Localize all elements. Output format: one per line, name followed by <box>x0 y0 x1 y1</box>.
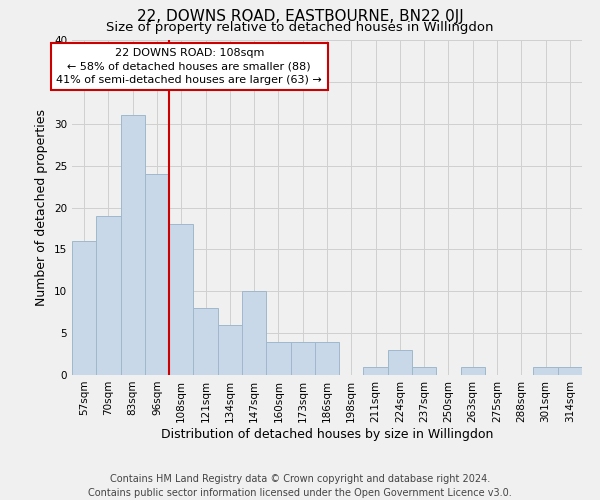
Bar <box>242 291 266 375</box>
Bar <box>96 216 121 375</box>
Bar <box>388 350 412 375</box>
Bar <box>266 342 290 375</box>
Text: Size of property relative to detached houses in Willingdon: Size of property relative to detached ho… <box>106 21 494 34</box>
Text: 22, DOWNS ROAD, EASTBOURNE, BN22 0JJ: 22, DOWNS ROAD, EASTBOURNE, BN22 0JJ <box>137 9 463 24</box>
Bar <box>290 342 315 375</box>
Text: Contains HM Land Registry data © Crown copyright and database right 2024.
Contai: Contains HM Land Registry data © Crown c… <box>88 474 512 498</box>
Bar <box>533 366 558 375</box>
Bar <box>461 366 485 375</box>
Bar <box>364 366 388 375</box>
Text: 22 DOWNS ROAD: 108sqm
← 58% of detached houses are smaller (88)
41% of semi-deta: 22 DOWNS ROAD: 108sqm ← 58% of detached … <box>56 48 322 85</box>
Bar <box>121 116 145 375</box>
Y-axis label: Number of detached properties: Number of detached properties <box>35 109 49 306</box>
Bar <box>72 241 96 375</box>
Bar <box>169 224 193 375</box>
Bar <box>218 325 242 375</box>
Bar <box>145 174 169 375</box>
X-axis label: Distribution of detached houses by size in Willingdon: Distribution of detached houses by size … <box>161 428 493 440</box>
Bar <box>193 308 218 375</box>
Bar <box>558 366 582 375</box>
Bar <box>315 342 339 375</box>
Bar <box>412 366 436 375</box>
